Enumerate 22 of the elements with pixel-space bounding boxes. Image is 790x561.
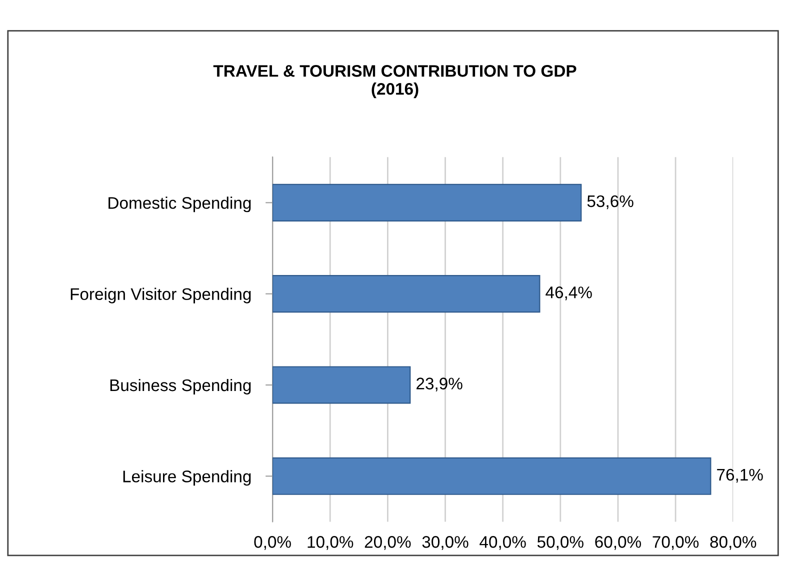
data-label: 23,9% bbox=[416, 378, 462, 392]
x-tick-label: 80,0% bbox=[710, 536, 756, 550]
x-tick-label: 70,0% bbox=[652, 536, 699, 550]
y-tick-label: Leisure Spending bbox=[123, 470, 251, 486]
bar bbox=[272, 457, 712, 495]
x-tick-label: 20,0% bbox=[364, 536, 411, 550]
bar bbox=[272, 184, 582, 222]
x-tick-label: 0,0% bbox=[254, 536, 291, 550]
x-tick-label: 50,0% bbox=[537, 536, 584, 550]
x-tick-label: 60,0% bbox=[595, 536, 642, 550]
y-tick-label: Business Spending bbox=[110, 378, 251, 394]
chart-title: TRAVEL & TOURISM CONTRIBUTION TO GDP (2016) bbox=[213, 65, 576, 98]
data-label: 53,6% bbox=[587, 195, 634, 210]
y-tick-label: Foreign Visitor Spending bbox=[70, 288, 251, 304]
data-label: 46,4% bbox=[546, 286, 592, 300]
bar bbox=[272, 366, 411, 404]
data-label: 76,1% bbox=[717, 468, 763, 483]
x-tick-label: 40,0% bbox=[480, 536, 526, 550]
x-tick-label: 30,0% bbox=[422, 536, 468, 550]
y-tick-label: Domestic Spending bbox=[108, 196, 251, 212]
bar bbox=[272, 275, 540, 313]
x-tick-label: 10,0% bbox=[308, 536, 354, 550]
